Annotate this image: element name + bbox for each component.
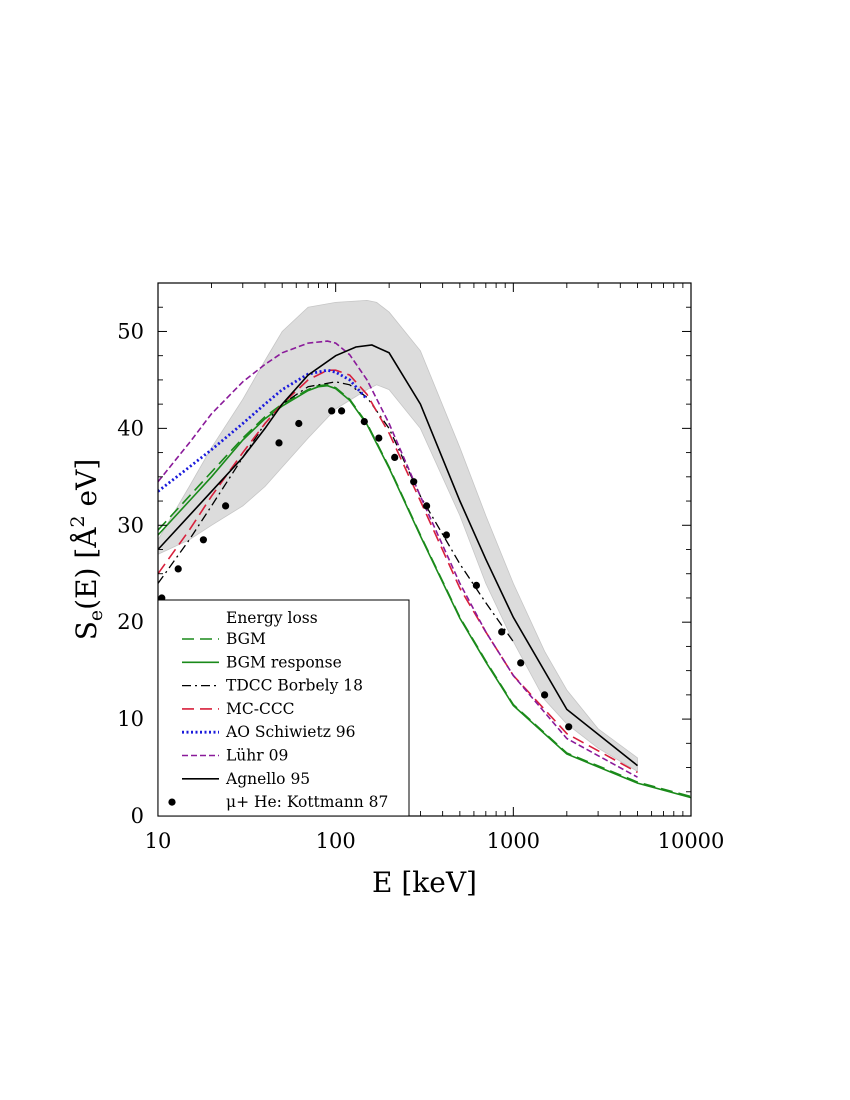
data-point — [472, 581, 480, 590]
x-tick-label: 10000 — [658, 829, 725, 853]
y-tick-label: 20 — [117, 610, 144, 634]
data-point — [498, 628, 506, 636]
series-line-tdcc-borbely-18 — [158, 381, 514, 642]
data-point — [391, 453, 399, 461]
x-tick-label: 10 — [145, 829, 172, 853]
data-point — [541, 691, 549, 699]
data-point — [360, 418, 368, 426]
y-tick-label: 0 — [131, 804, 144, 828]
y-tick-label: 50 — [117, 319, 144, 343]
legend-swatch-points — [168, 798, 176, 806]
data-point — [174, 565, 182, 573]
data-point — [423, 502, 431, 510]
series-line-l-hr-09 — [158, 340, 638, 778]
y-tick-label: 30 — [117, 513, 144, 537]
data-point — [275, 439, 283, 447]
y-axis-title-rest: (E) [Å — [70, 527, 103, 610]
data-point — [338, 407, 346, 415]
legend-label-l-hr-09: Lühr 09 — [226, 747, 288, 765]
legend-title: Energy loss — [226, 609, 318, 627]
legend: Energy loss BGM BGM response TDCC Borbely … — [157, 599, 410, 817]
y-axis-title-sup: 2 — [67, 515, 89, 527]
legend-label-points: μ+ He: Kottmann 87 — [226, 793, 388, 811]
x-tick-label: 100 — [316, 829, 356, 853]
y-axis-title-main: S — [70, 621, 103, 640]
y-axis-title-end: eV] — [70, 459, 103, 516]
y-axis-title: Se(E) [Å2 eV] — [67, 459, 107, 641]
legend-label-mc-ccc: MC-CCC — [226, 700, 295, 718]
data-point — [517, 659, 525, 667]
data-point — [410, 478, 418, 486]
data-point — [295, 419, 303, 428]
y-tick-label: 10 — [117, 707, 144, 731]
series-line-agnello-95 — [158, 344, 638, 767]
y-tick-label: 40 — [117, 416, 144, 440]
data-point — [375, 434, 383, 442]
data-point — [222, 502, 230, 510]
series-line-bgm-response — [158, 384, 691, 799]
x-tick-label: 1000 — [487, 829, 540, 853]
legend-box — [157, 599, 410, 817]
series-layer — [158, 340, 691, 799]
legend-label-ao-schiwietz-96: AO Schiwietz 96 — [225, 723, 356, 741]
x-axis-title: E [keV] — [372, 866, 477, 899]
uncertainty-band — [158, 299, 638, 773]
data-point — [442, 531, 450, 539]
legend-label-agnello-95: Agnello 95 — [225, 770, 310, 788]
uncertainty-band-layer — [158, 299, 638, 773]
data-point — [565, 723, 573, 731]
legend-label-tdcc-borbely-18: TDCC Borbely 18 — [226, 677, 363, 695]
legend-items: BGM BGM response TDCC Borbely 18 MC-CCC AO S… — [168, 630, 388, 811]
legend-label-bgm: BGM — [226, 630, 266, 648]
y-axis-title-sub: e — [85, 610, 107, 621]
legend-label-bgm-response: BGM response — [226, 653, 342, 671]
data-point — [328, 407, 336, 415]
data-point — [199, 536, 207, 544]
